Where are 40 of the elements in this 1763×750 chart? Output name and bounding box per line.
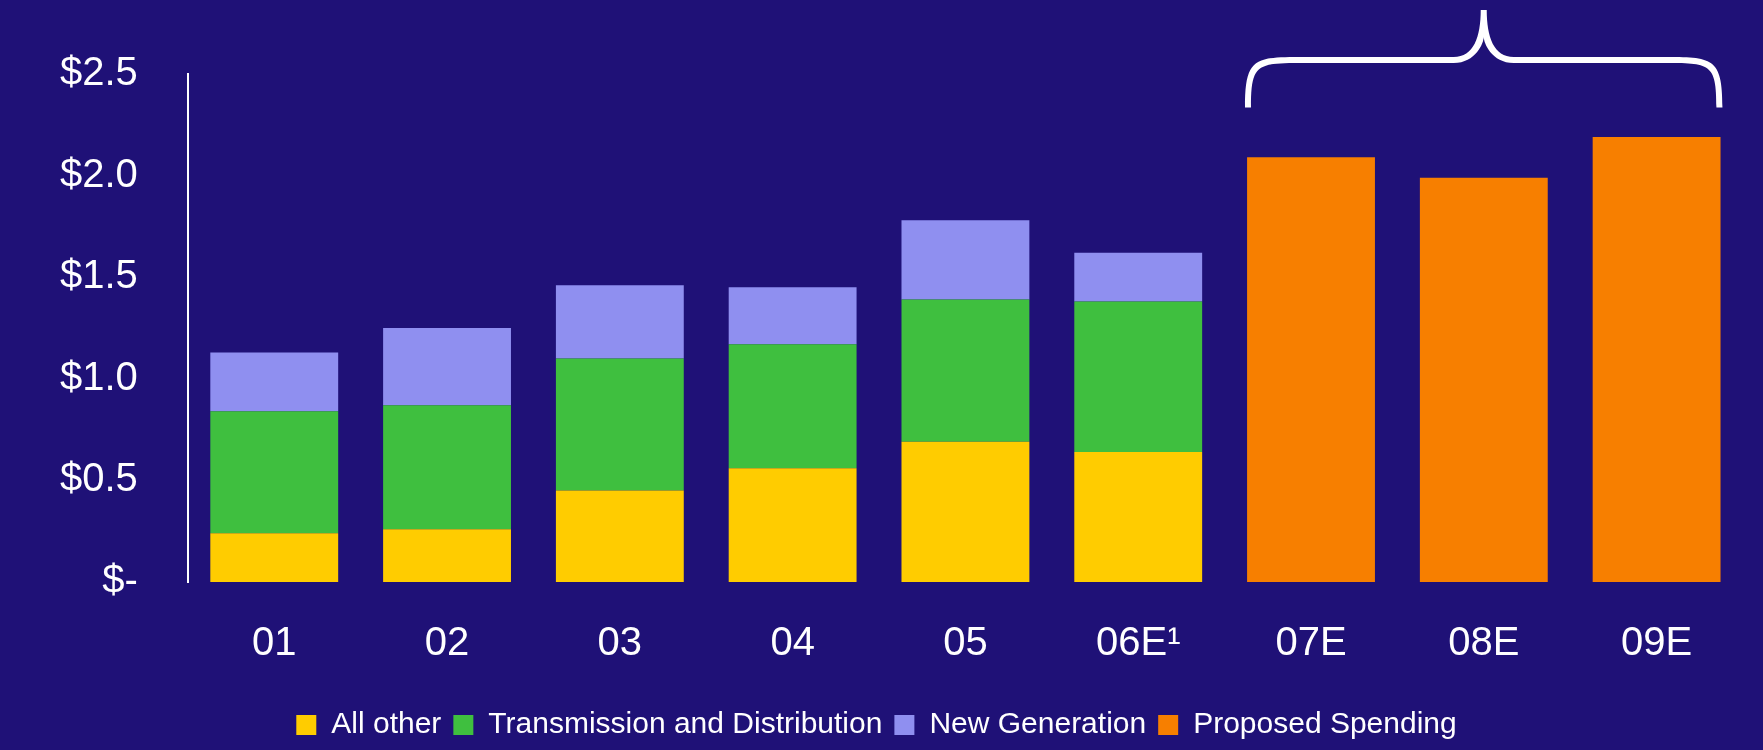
x-tick-label: 01 xyxy=(252,619,297,664)
bar xyxy=(728,287,857,345)
x-tick-label: 09E xyxy=(1621,619,1693,664)
x-tick-label: 03 xyxy=(597,619,643,664)
bar xyxy=(728,344,857,469)
bar xyxy=(901,299,1030,442)
y-tick-label: $1.0 xyxy=(59,353,138,398)
bar xyxy=(1247,157,1375,582)
x-tick-label: 06E¹ xyxy=(1095,619,1181,664)
bar xyxy=(901,220,1030,300)
bar xyxy=(728,468,857,582)
x-tick-label: 05 xyxy=(943,619,988,664)
bar xyxy=(555,358,684,491)
y-tick-label: $2.5 xyxy=(59,49,138,94)
bar xyxy=(383,328,511,406)
bar xyxy=(210,533,339,582)
bar xyxy=(1074,301,1203,452)
y-tick-label: $- xyxy=(102,557,138,602)
legend-label: Transmission and Distribution xyxy=(488,706,883,740)
bar xyxy=(555,490,684,582)
bar xyxy=(383,405,511,530)
bar xyxy=(1592,136,1721,582)
bar xyxy=(1419,177,1548,582)
legend-label: New Generation xyxy=(929,706,1147,740)
bar xyxy=(1074,451,1203,582)
bar xyxy=(1074,252,1203,302)
bar xyxy=(555,285,684,359)
bar xyxy=(901,441,1030,582)
legend-label: Proposed Spending xyxy=(1193,706,1457,740)
y-tick-label: $1.5 xyxy=(59,252,138,297)
x-tick-label: 02 xyxy=(424,619,470,664)
bar xyxy=(383,529,511,582)
legend-label: All other xyxy=(331,706,442,740)
y-tick-label: $2.0 xyxy=(59,150,138,195)
x-tick-label: 07E xyxy=(1275,619,1347,664)
x-tick-label: 08E xyxy=(1448,619,1520,664)
bar xyxy=(210,352,339,412)
y-tick-label: $0.5 xyxy=(59,455,138,500)
bar xyxy=(210,411,339,534)
x-tick-label: 04 xyxy=(770,619,815,664)
